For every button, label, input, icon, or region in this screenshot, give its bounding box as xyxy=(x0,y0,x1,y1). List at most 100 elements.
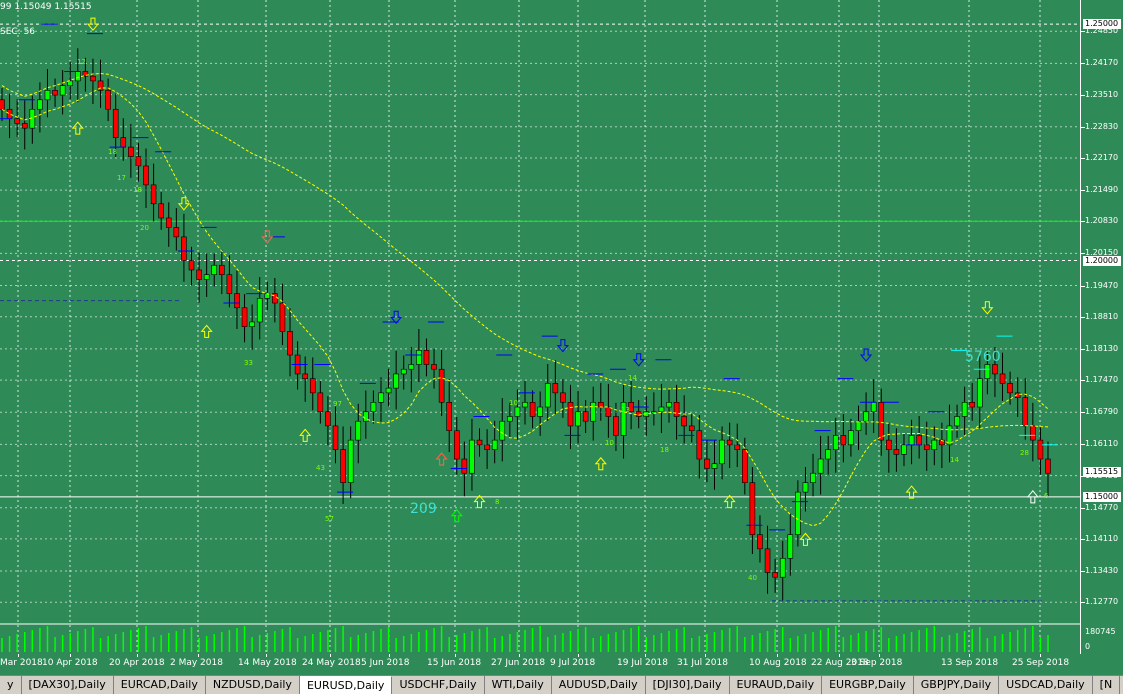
bear-candle xyxy=(635,411,642,417)
bear-candle xyxy=(749,482,756,535)
bull-candle xyxy=(787,534,794,559)
date-label: 14 May 2018 xyxy=(238,658,297,668)
price-label: 1.16110 xyxy=(1085,439,1119,449)
bar-count-label: 13 xyxy=(621,406,630,414)
bear-candle xyxy=(423,350,430,365)
chart-tab[interactable]: NZDUSD,Daily xyxy=(206,676,300,694)
chart-tab[interactable]: WTI,Daily xyxy=(485,676,552,694)
buy-arrow-icon xyxy=(594,456,607,471)
bear-candle xyxy=(840,435,847,446)
chart-area[interactable]: 209 5760 12 18 17 18 20 33 43 57 97 10 13 10 18 14 40 14 2… xyxy=(0,0,1080,654)
bull-candle xyxy=(802,482,809,493)
price-tick xyxy=(1081,157,1085,159)
chart-tab[interactable]: AUDUSD,Daily xyxy=(552,676,646,694)
bull-candle xyxy=(719,439,725,465)
bear-candle xyxy=(673,402,680,417)
price-label: 1.20150 xyxy=(1085,248,1119,258)
bear-candle xyxy=(1007,383,1013,394)
price-axis[interactable]: 1.24850 1.24170 1.23510 1.22830 1.22170 1.214… xyxy=(1080,0,1123,654)
bull-candle xyxy=(575,411,581,427)
sell-arrow-icon xyxy=(632,353,645,367)
sell-arrow-icon xyxy=(556,339,569,353)
price-level-box: 1.25000 xyxy=(1083,19,1121,30)
price-tick xyxy=(1081,31,1085,33)
bear-candle xyxy=(582,411,589,422)
price-label: 1.16790 xyxy=(1085,407,1119,417)
price-chart[interactable]: 209 5760 12 18 17 18 20 33 43 57 97 10 13 10 18 14 40 14 2… xyxy=(0,0,1080,654)
date-tick xyxy=(578,654,579,657)
chart-tab[interactable]: EURGBP,Daily xyxy=(822,676,914,694)
bull-candle xyxy=(863,411,869,422)
bear-candle xyxy=(446,402,453,431)
date-label: 9 Jul 2018 xyxy=(550,658,596,668)
date-tick xyxy=(455,654,456,657)
bear-candle xyxy=(317,392,324,413)
bar-count-label: 14 xyxy=(950,456,959,464)
bear-candle xyxy=(453,430,460,460)
bear-candle xyxy=(302,373,308,379)
bar-count-label: 14 xyxy=(628,374,637,382)
count-label-right: 5760 xyxy=(965,349,1001,365)
bull-candle xyxy=(385,387,392,394)
bull-candle xyxy=(491,439,498,450)
date-tick xyxy=(18,654,19,657)
bull-candle xyxy=(378,392,384,403)
buy-arrow-icon xyxy=(450,508,463,523)
bull-candle xyxy=(658,406,665,413)
price-label: 1.22170 xyxy=(1085,152,1119,162)
bear-candle xyxy=(219,264,225,275)
bar-count-label: 18 xyxy=(660,446,669,454)
bull-candle xyxy=(400,368,407,375)
chart-tab[interactable]: EURAUD,Daily xyxy=(730,676,823,694)
price-tick xyxy=(1081,94,1085,96)
chart-tab[interactable]: GBPJPY,Daily xyxy=(914,676,1000,694)
bull-candle xyxy=(855,420,862,431)
bear-candle xyxy=(476,439,483,446)
bear-candle xyxy=(999,373,1006,384)
date-axis[interactable]: Mar 2018 10 Apr 2018 20 Apr 2018 2 May 2018… xyxy=(0,654,1080,675)
bear-candle xyxy=(234,293,240,309)
bull-candle xyxy=(711,463,718,469)
sell-arrow-icon xyxy=(177,197,190,211)
bear-candle xyxy=(52,90,58,96)
price-label: 1.18810 xyxy=(1085,311,1119,321)
price-tick xyxy=(1081,190,1085,192)
chart-tab[interactable]: [DJI30],Daily xyxy=(646,676,730,694)
bear-candle xyxy=(181,236,187,261)
date-tick xyxy=(879,654,880,657)
chart-tab[interactable]: EURUSD,Daily xyxy=(299,676,393,694)
price-label: 1.19470 xyxy=(1085,280,1119,290)
bear-candle xyxy=(1014,392,1021,398)
chart-tab[interactable]: EURCAD,Daily xyxy=(114,676,206,694)
price-label: 1.14110 xyxy=(1085,533,1119,543)
bar-count-label: 33 xyxy=(244,359,253,367)
bear-candle xyxy=(1022,397,1029,427)
count-label-left: 209 xyxy=(410,501,437,517)
sell-arrow-icon xyxy=(860,348,873,362)
date-label: 10 Aug 2018 xyxy=(749,658,807,668)
bull-candle xyxy=(832,435,839,450)
candle-timer: SEC: 56 xyxy=(0,27,36,37)
bear-candle xyxy=(105,90,111,110)
buy-arrow-icon xyxy=(723,494,736,509)
chart-tab[interactable]: [DAX30],Daily xyxy=(22,676,114,694)
ma-long-line xyxy=(1,72,1049,431)
bear-candle xyxy=(726,439,733,446)
chart-tab[interactable]: [N xyxy=(1093,676,1121,694)
bull-candle xyxy=(931,439,938,450)
date-label: 2 May 2018 xyxy=(170,658,223,668)
date-label: 10 Apr 2018 xyxy=(42,658,98,668)
bull-candle xyxy=(984,364,991,379)
bull-candle xyxy=(74,71,81,82)
date-tick xyxy=(1040,654,1041,657)
bull-candle xyxy=(499,420,506,441)
chart-tab[interactable]: USDCHF,Daily xyxy=(392,676,485,694)
chart-tab[interactable]: y xyxy=(0,676,22,694)
bull-candle xyxy=(795,491,801,535)
price-tick xyxy=(1081,221,1085,223)
price-level-box: 1.15515 xyxy=(1083,467,1121,478)
bull-candle xyxy=(211,264,218,275)
date-label: 15 Jun 2018 xyxy=(427,658,482,668)
date-tick xyxy=(645,654,646,657)
chart-tab[interactable]: USDCAD,Daily xyxy=(999,676,1093,694)
